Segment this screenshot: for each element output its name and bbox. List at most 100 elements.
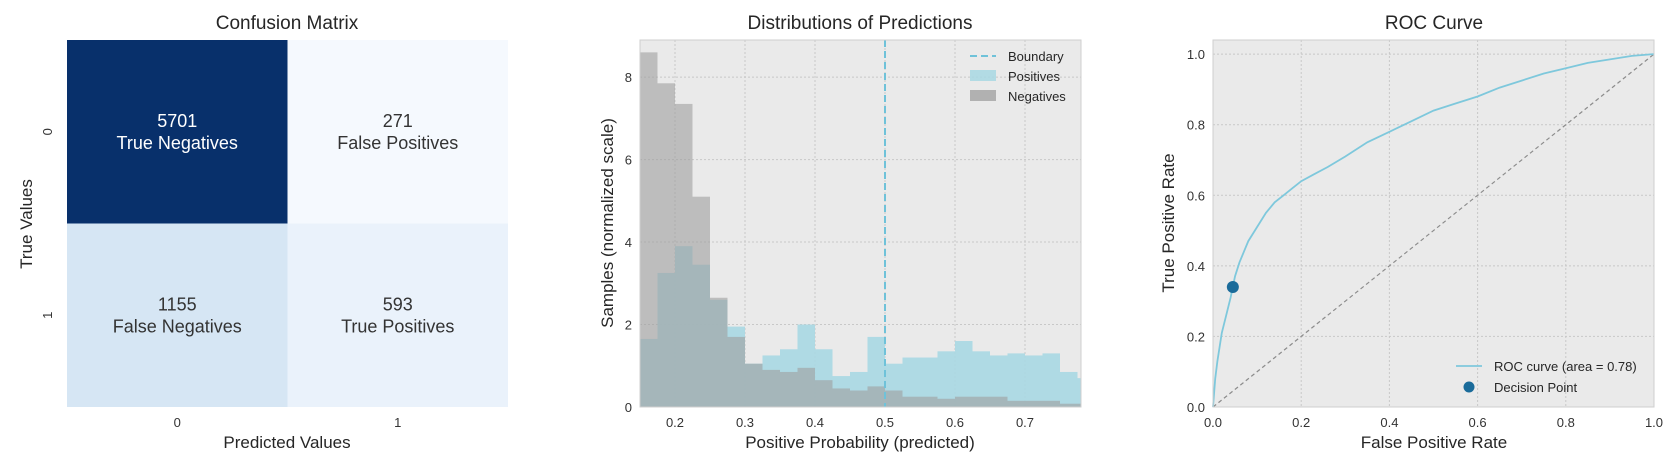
roc-x-tick-label: 1.0 bbox=[1645, 415, 1663, 430]
roc-title: ROC Curve bbox=[1385, 13, 1483, 34]
negatives-bar bbox=[1077, 403, 1081, 407]
confusion-matrix-y-ticks: 01 bbox=[40, 128, 55, 319]
confusion-matrix-cell-count: 593 bbox=[383, 294, 413, 314]
negatives-bar bbox=[780, 371, 798, 407]
confusion-matrix-cell bbox=[287, 40, 508, 224]
roc-x-tick-label: 0.4 bbox=[1380, 415, 1398, 430]
positives-bar bbox=[937, 351, 955, 407]
negatives-bar bbox=[937, 398, 955, 407]
roc-y-label: True Positive Rate bbox=[1159, 153, 1178, 292]
legend-positives-label: Positives bbox=[1008, 69, 1061, 84]
confusion-matrix-x-tick-label: 1 bbox=[394, 415, 401, 430]
roc-y-tick-label: 0.2 bbox=[1187, 329, 1205, 344]
roc-x-tick-label: 0.2 bbox=[1292, 415, 1310, 430]
negatives-bar bbox=[675, 103, 693, 407]
negatives-bar bbox=[885, 390, 903, 407]
negatives-bar bbox=[640, 52, 658, 407]
distribution-panel: Distributions of Predictions 0.2 0.3 0.4 0.… bbox=[598, 13, 1082, 452]
distribution-x-tick-label: 0.3 bbox=[736, 415, 754, 430]
confusion-matrix-cell-label: False Negatives bbox=[113, 316, 242, 336]
negatives-bar bbox=[850, 390, 868, 407]
positives-bar bbox=[1007, 353, 1025, 407]
confusion-matrix-cell-label: True Positives bbox=[341, 316, 454, 336]
confusion-matrix-y-tick-label: 0 bbox=[40, 128, 55, 135]
confusion-matrix-y-tick-label: 1 bbox=[40, 312, 55, 319]
distribution-x-ticks: 0.2 0.3 0.4 0.5 0.6 0.7 bbox=[666, 415, 1034, 430]
roc-legend: ROC curve (area = 0.78) Decision Point bbox=[1456, 359, 1637, 395]
positives-bar bbox=[990, 355, 1008, 407]
legend-roc-label: ROC curve (area = 0.78) bbox=[1494, 359, 1637, 374]
positives-bar bbox=[1042, 353, 1060, 407]
legend-decision-point-label: Decision Point bbox=[1494, 380, 1577, 395]
distribution-frame bbox=[639, 39, 1082, 408]
roc-x-label: False Positive Rate bbox=[1361, 433, 1507, 452]
roc-y-tick-label: 0.4 bbox=[1187, 259, 1205, 274]
negatives-bar bbox=[692, 196, 710, 407]
confusion-matrix-x-label: Predicted Values bbox=[223, 433, 350, 452]
negatives-bar bbox=[745, 363, 763, 407]
negatives-bar bbox=[955, 396, 973, 407]
negatives-bar bbox=[832, 388, 850, 407]
negatives-bar bbox=[867, 386, 885, 407]
positives-bar bbox=[902, 357, 920, 407]
distribution-legend: Boundary Positives Negatives bbox=[970, 49, 1066, 104]
decision-point-marker bbox=[1226, 281, 1239, 294]
negatives-bar bbox=[1042, 400, 1060, 407]
confusion-matrix-title: Confusion Matrix bbox=[216, 13, 359, 34]
distribution-x-tick-label: 0.6 bbox=[946, 415, 964, 430]
negatives-bar bbox=[815, 380, 833, 407]
distribution-y-tick-label: 6 bbox=[625, 153, 632, 168]
roc-y-tick-label: 1.0 bbox=[1187, 47, 1205, 62]
negatives-bar bbox=[1025, 400, 1043, 407]
distribution-y-tick-label: 2 bbox=[625, 318, 632, 333]
negatives-bar bbox=[1007, 400, 1025, 407]
distribution-y-label: Samples (normalized scale) bbox=[598, 118, 617, 328]
confusion-matrix-cell-count: 271 bbox=[383, 111, 413, 131]
negatives-bar bbox=[972, 396, 990, 407]
confusion-matrix-cell bbox=[287, 223, 508, 407]
legend-negatives-swatch bbox=[970, 90, 996, 101]
confusion-matrix-y-label: True Values bbox=[17, 179, 36, 269]
negatives-bar bbox=[1060, 403, 1078, 407]
negatives-bar bbox=[710, 297, 728, 407]
confusion-matrix-cell-label: True Negatives bbox=[117, 133, 238, 153]
roc-y-ticks: 0.0 0.2 0.4 0.6 0.8 1.0 bbox=[1187, 47, 1205, 415]
legend-negatives-label: Negatives bbox=[1008, 89, 1066, 104]
roc-frame bbox=[1212, 39, 1655, 408]
distribution-title: Distributions of Predictions bbox=[748, 13, 973, 34]
distribution-y-tick-label: 0 bbox=[625, 400, 632, 415]
legend-positives-swatch bbox=[970, 70, 996, 81]
positives-bar bbox=[1060, 371, 1078, 407]
negatives-bar bbox=[762, 369, 780, 407]
negatives-bar bbox=[920, 396, 938, 407]
distribution-x-label: Positive Probability (predicted) bbox=[745, 433, 975, 452]
roc-x-tick-label: 0.0 bbox=[1204, 415, 1222, 430]
distribution-x-tick-label: 0.5 bbox=[876, 415, 894, 430]
positives-bar bbox=[972, 351, 990, 407]
distribution-bars bbox=[640, 52, 1081, 407]
roc-y-tick-label: 0.6 bbox=[1187, 188, 1205, 203]
legend-boundary-label: Boundary bbox=[1008, 49, 1064, 64]
roc-x-ticks: 0.0 0.2 0.4 0.6 0.8 1.0 bbox=[1204, 415, 1663, 430]
roc-curve-line bbox=[1212, 53, 1655, 408]
distribution-x-tick-label: 0.4 bbox=[806, 415, 824, 430]
roc-panel: ROC Curve 0.0 0.2 0.4 0.6 0.8 1.0 0.00.20.40.… bbox=[1159, 13, 1663, 452]
positives-bar bbox=[1025, 355, 1043, 407]
roc-plot-area bbox=[1213, 40, 1654, 407]
confusion-matrix-cell-count: 1155 bbox=[158, 294, 197, 314]
negatives-bar bbox=[797, 367, 815, 407]
distribution-y-tick-label: 4 bbox=[625, 235, 632, 250]
positives-bar bbox=[955, 341, 973, 407]
confusion-matrix-cell-count: 5701 bbox=[157, 111, 197, 131]
positives-bar bbox=[920, 357, 938, 407]
distribution-y-ticks: 0 2 4 6 8 bbox=[625, 70, 632, 415]
distribution-x-tick-label: 0.7 bbox=[1016, 415, 1034, 430]
roc-y-tick-label: 0.8 bbox=[1187, 118, 1205, 133]
negatives-bar bbox=[902, 396, 920, 407]
distribution-x-tick-label: 0.2 bbox=[666, 415, 684, 430]
confusion-matrix-x-tick-label: 0 bbox=[174, 415, 181, 430]
confusion-matrix-cell bbox=[67, 40, 288, 224]
